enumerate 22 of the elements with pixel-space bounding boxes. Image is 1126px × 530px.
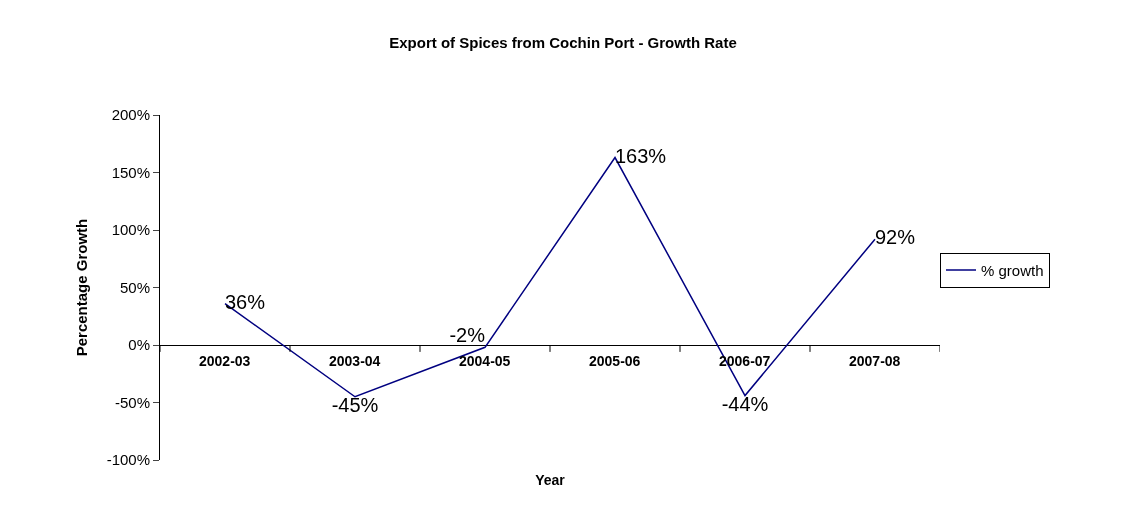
data-label: 36% [225, 290, 266, 313]
y-axis-title: Percentage Growth [72, 218, 90, 357]
y-tick-label: 100% [111, 221, 150, 239]
chart-title: Export of Spices from Cochin Port - Growth Rate [389, 33, 737, 51]
data-label: 92% [875, 226, 916, 249]
x-tick-label: 2002-03 [199, 353, 251, 369]
y-tick-label: -50% [114, 393, 150, 411]
data-label: 163% [615, 144, 667, 167]
y-tick-label: 150% [111, 163, 150, 181]
y-tick-label: -100% [106, 451, 150, 469]
data-label: -2% [449, 324, 486, 347]
x-tick-label: 2005-06 [589, 353, 641, 369]
x-axis-title: Year [535, 472, 566, 489]
x-tick-label: 2007-08 [849, 353, 901, 369]
x-tick-label: 2003-04 [329, 353, 381, 369]
data-label: -45% [331, 393, 379, 416]
y-tick-label: 50% [119, 278, 150, 296]
x-tick-label: 2004-05 [459, 353, 511, 369]
data-label: -44% [721, 392, 769, 415]
legend-label: % growth [981, 261, 1044, 279]
y-tick-label: 200% [111, 106, 150, 124]
y-tick-label: 0% [128, 336, 150, 354]
